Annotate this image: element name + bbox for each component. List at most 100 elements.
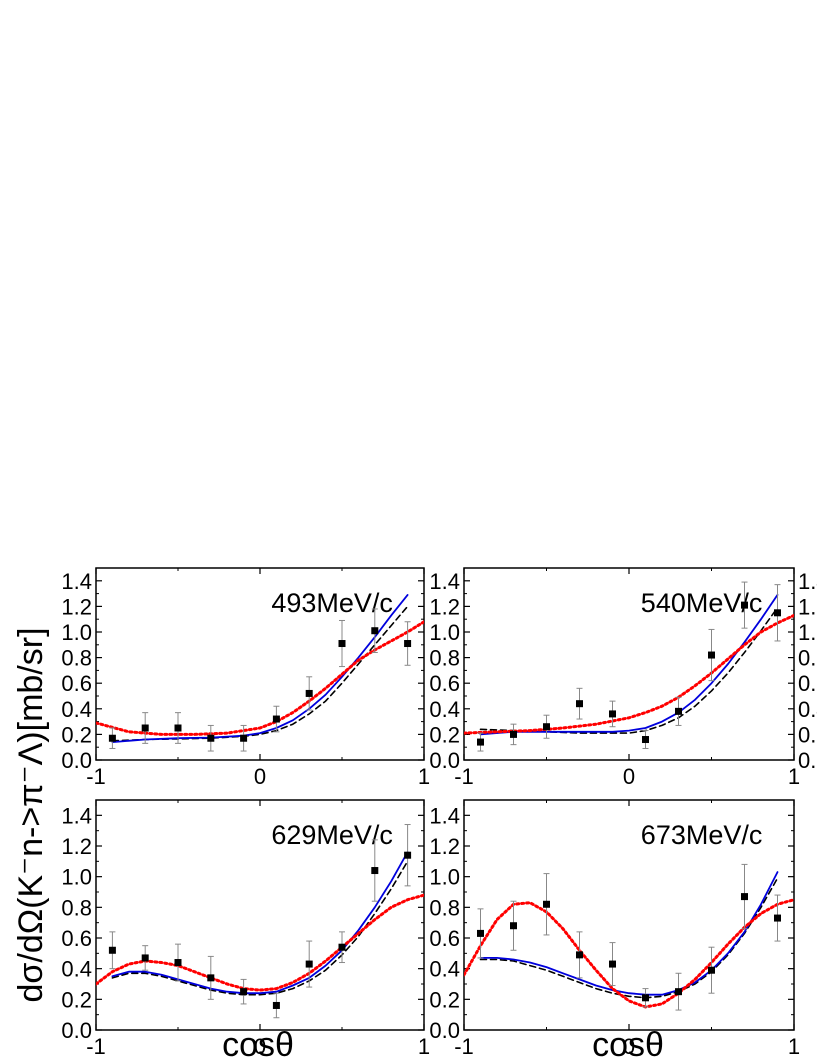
- data-points: [108, 608, 412, 752]
- x-tick-label: 1: [788, 1034, 800, 1058]
- x-tick-label: 0: [623, 1034, 635, 1058]
- y-tick-label: 0.0: [61, 1018, 92, 1043]
- y-tick-label: 1.2: [429, 594, 460, 619]
- data-point: [477, 738, 484, 746]
- clipped-right-axis: 0.00.20.40.60.81.01.21.4: [798, 569, 817, 773]
- curves: [464, 871, 794, 1009]
- curves: [96, 851, 424, 996]
- panel-4: 0.0 0.2 0.4 0.6 0.8 1.0 1.2 1.4 -1 0 1 673MeV/c: [429, 799, 800, 1058]
- x-tick-label: 0: [623, 764, 635, 789]
- x-tick-label: 1: [418, 1034, 430, 1058]
- data-point: [675, 988, 682, 996]
- data-point: [174, 959, 182, 967]
- data-point: [543, 900, 550, 908]
- data-point: [272, 715, 280, 723]
- curve-dashed: [479, 877, 779, 999]
- curve-dotted: [464, 898, 794, 1009]
- clipped-tick-label: 1.0: [798, 620, 817, 645]
- data-point: [338, 943, 346, 951]
- clipped-tick-label: 0.6: [798, 671, 817, 696]
- panel-3: 0.0 0.2 0.4 0.6 0.8 1.0 1.2 1.4 -1 0 1 629MeV/c: [61, 799, 430, 1058]
- data-points: [108, 824, 412, 1019]
- y-tick-label: 0.0: [429, 748, 460, 773]
- data-points: [477, 863, 781, 1011]
- clipped-tick-label: 0.0: [798, 748, 817, 773]
- data-point: [741, 601, 748, 609]
- y-tick-label: 0.0: [429, 1018, 460, 1043]
- panel-title: 629MeV/c: [271, 820, 393, 850]
- panel-1: 0.00.20.40.60.81.01.21.4 -1 0 1 493MeV/c: [61, 567, 430, 789]
- y-axis-label: dσ/dΩ(K⁻n->π⁻Λ)[mb/sr]: [12, 627, 50, 1002]
- curve-dotted: [96, 893, 424, 992]
- x-tick-label: -1: [86, 1034, 106, 1058]
- x-tick-label: 1: [788, 764, 800, 789]
- y-tick-label: 0.6: [429, 926, 460, 951]
- data-point: [576, 951, 583, 959]
- y-tick-label: 0.6: [61, 926, 92, 951]
- data-point: [708, 651, 715, 659]
- clipped-tick-label: 0.4: [798, 697, 817, 722]
- y-tick-label: 0.8: [61, 895, 92, 920]
- data-point: [774, 609, 781, 617]
- data-point: [272, 1001, 280, 1009]
- data-point: [240, 734, 248, 742]
- data-point: [510, 922, 517, 930]
- y-tick-label: 1.0: [61, 865, 92, 890]
- data-point: [371, 867, 379, 875]
- data-point: [609, 710, 616, 718]
- data-point: [174, 724, 182, 732]
- curve-dashed: [111, 605, 409, 742]
- data-point: [642, 736, 649, 744]
- x-tick-label: -1: [454, 764, 474, 789]
- x-axis-label-left: cosθ: [222, 1026, 294, 1058]
- y-tick-label: 1.4: [429, 569, 460, 594]
- y-tick-label: 0.4: [61, 957, 92, 982]
- data-point: [609, 960, 616, 968]
- panel-title: 493MeV/c: [271, 588, 393, 618]
- y-tick-label: 0.8: [429, 895, 460, 920]
- data-point: [642, 994, 649, 1002]
- curve-dashed: [479, 606, 779, 734]
- data-points: [477, 581, 781, 752]
- y-tick-label: 1.4: [61, 569, 92, 594]
- data-point: [141, 724, 149, 732]
- y-tick-label: 0.2: [429, 722, 460, 747]
- y-tick-label: 0.2: [61, 722, 92, 747]
- x-tick-label: -1: [86, 764, 106, 789]
- y-tick-label: 0.2: [61, 987, 92, 1012]
- y-tick-label: 1.0: [61, 620, 92, 645]
- y-tick-label: 0.4: [429, 957, 460, 982]
- data-point: [543, 723, 550, 731]
- curve-solid: [479, 871, 779, 996]
- data-point: [207, 734, 215, 742]
- data-point: [404, 851, 412, 859]
- y-tick-label: 1.2: [61, 834, 92, 859]
- y-tick-label: 1.2: [61, 594, 92, 619]
- curve-dotted: [464, 613, 794, 735]
- data-point: [305, 689, 313, 697]
- y-tick-label: 1.4: [429, 803, 460, 828]
- y-tick-label: 0.2: [429, 987, 460, 1012]
- y-tick-label: 1.4: [61, 803, 92, 828]
- y-tick-label: 1.0: [429, 620, 460, 645]
- data-point: [576, 700, 583, 708]
- x-tick-label: 0: [254, 1034, 266, 1058]
- curve-solid: [111, 851, 409, 995]
- curve-solid: [111, 594, 409, 743]
- data-point: [141, 954, 149, 962]
- y-tick-label: 0.6: [429, 671, 460, 696]
- data-point: [741, 893, 748, 901]
- x-tick-label: 0: [254, 764, 266, 789]
- data-point: [338, 640, 346, 648]
- clipped-tick-label: 1.4: [798, 569, 817, 594]
- y-tick-label: 0.0: [61, 748, 92, 773]
- data-point: [240, 988, 248, 996]
- data-point: [708, 966, 715, 974]
- data-point: [477, 929, 484, 937]
- panel-title: 673MeV/c: [641, 820, 763, 850]
- y-tick-label: 1.2: [429, 834, 460, 859]
- data-point: [108, 734, 116, 742]
- x-tick-label: 1: [418, 764, 430, 789]
- y-tick-label: 0.4: [429, 697, 460, 722]
